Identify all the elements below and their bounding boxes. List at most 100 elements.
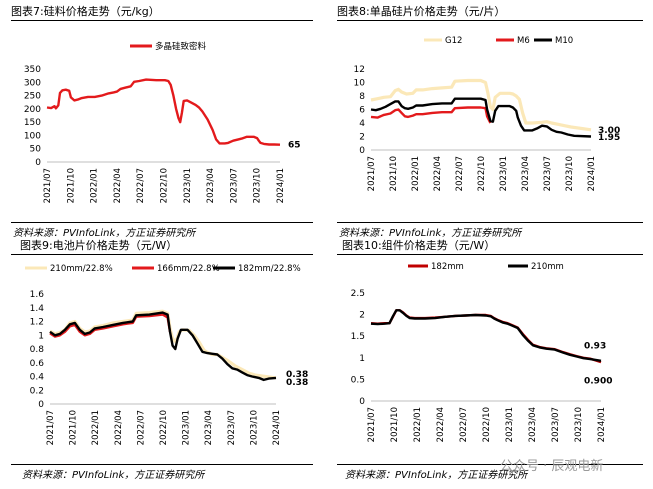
- panel-4-title: 图表10:组件价格走势（元/W）: [342, 239, 496, 252]
- x-tick-label: 2024/01: [587, 156, 597, 191]
- x-tick-label: 2023/04: [206, 168, 216, 203]
- panel-3-source: 资料来源：PVInfoLink，方正证券研究所: [22, 470, 205, 481]
- x-tick-label: 2021/10: [389, 156, 399, 191]
- x-tick-label: 2024/01: [272, 410, 282, 445]
- y-tick-label: 0: [35, 158, 41, 168]
- end-value-label: 65: [288, 141, 301, 151]
- x-tick-label: 2022/01: [91, 410, 101, 445]
- y-tick-label: 10: [354, 79, 366, 89]
- panel-2-source-rule: [337, 222, 643, 223]
- y-tick-label: 1: [38, 331, 44, 341]
- y-tick-label: 0.5: [351, 375, 365, 385]
- x-tick-label: 2021/07: [43, 168, 53, 203]
- y-tick-label: 0.2: [30, 386, 44, 396]
- panel-2-title: 图表8:单晶硅片价格走势（元/片）: [337, 5, 506, 18]
- x-tick-label: 2023/07: [543, 156, 553, 191]
- x-tick-label: 2022/01: [413, 407, 423, 442]
- y-tick-label: 0.8: [30, 345, 45, 355]
- x-tick-label: 2022/10: [482, 407, 492, 442]
- x-tick-label: 2022/04: [113, 168, 123, 203]
- legend-label: G12: [445, 36, 462, 46]
- x-tick-label: 2023/01: [182, 410, 192, 445]
- panel-1-title-rule: [11, 20, 313, 21]
- legend-label: M10: [555, 36, 573, 46]
- series-line-210mm228: [49, 309, 277, 380]
- panel-3-title: 图表9:电池片价格走势（元/W）: [20, 239, 178, 252]
- x-tick-label: 2023/10: [249, 410, 259, 445]
- x-tick-label: 2022/10: [477, 156, 487, 191]
- series-line-g12: [370, 78, 592, 132]
- y-tick-label: 50: [30, 145, 42, 155]
- x-tick-label: 2023/07: [229, 168, 239, 203]
- end-value-label: 0.900: [584, 376, 612, 386]
- x-tick-label: 2023/01: [183, 168, 193, 203]
- panel-1-title: 图表7:硅料价格走势（元/kg）: [11, 5, 160, 18]
- chart-module-price: 0 0.5 1 1.5 2 2.5 2021/07 2021/10 2022/01 2022/04…: [351, 262, 613, 442]
- chart-polysilicon-price: 0 50 100 150 200 250 300 350 2021/07 2021/10 2022/…: [24, 41, 301, 203]
- y-tick-label: 1.6: [30, 290, 45, 300]
- x-tick-label: 2023/10: [565, 156, 575, 191]
- y-tick-label: 1.5: [351, 332, 365, 342]
- legend-label: 182mm: [431, 262, 464, 272]
- y-tick-label: 1.2: [30, 318, 44, 328]
- y-tick-label: 150: [24, 118, 41, 128]
- end-value-label: 0.93: [584, 342, 606, 352]
- x-tick-label: 2021/10: [66, 168, 76, 203]
- x-tick-label: 2023/04: [521, 156, 531, 191]
- x-tick-label: 2022/01: [90, 168, 100, 203]
- panel-1-source-rule: [11, 222, 313, 223]
- legend-label: M6: [517, 36, 530, 46]
- y-tick-label: 2: [359, 133, 365, 143]
- x-tick-label: 2021/07: [367, 156, 377, 191]
- y-tick-label: 100: [24, 131, 41, 141]
- panel-4-source: 资料来源：PVInfoLink，方正证券研究所: [345, 470, 528, 481]
- y-tick-label: 0.6: [30, 359, 45, 369]
- x-tick-label: 2023/07: [227, 410, 237, 445]
- y-tick-label: 8: [359, 92, 365, 102]
- x-tick-label: 2022/07: [136, 410, 146, 445]
- y-tick-label: 250: [24, 92, 41, 102]
- y-tick-label: 300: [24, 78, 41, 88]
- x-tick-label: 2024/01: [597, 407, 607, 442]
- panel-2-source: 资料来源：PVInfoLink，方正证券研究所: [339, 228, 522, 239]
- x-tick-label: 2021/10: [69, 410, 79, 445]
- chart-wafer-price: 0 2 4 6 8 10 12 2021/07 2021/10 2022/01 2022/04 202…: [354, 36, 621, 191]
- x-tick-label: 2022/01: [411, 156, 421, 191]
- legend-label: 210mm/22.8%: [50, 264, 113, 274]
- legend-label: 166mm/22.8%: [157, 264, 220, 274]
- x-tick-label: 2022/04: [436, 407, 446, 442]
- series-line-m6: [370, 106, 492, 124]
- y-tick-label: 350: [24, 65, 41, 75]
- y-tick-label: 2.5: [351, 289, 365, 299]
- y-tick-label: 6: [359, 106, 365, 116]
- y-tick-label: 2: [359, 311, 365, 321]
- y-tick-label: 0: [38, 400, 44, 410]
- end-value-label: 1.95: [598, 133, 620, 143]
- x-tick-label: 2022/10: [159, 410, 169, 445]
- panel-3-source-rule: [11, 464, 313, 465]
- panel-2-title-rule: [337, 20, 643, 21]
- end-value-label: 0.38: [286, 370, 308, 380]
- panel-1-source: 资料来源：PVInfoLink，方正证券研究所: [13, 228, 196, 239]
- x-tick-label: 2023/10: [253, 168, 263, 203]
- x-tick-label: 2022/07: [459, 407, 469, 442]
- y-tick-label: 0: [359, 397, 365, 407]
- x-tick-label: 2021/07: [367, 407, 377, 442]
- x-tick-label: 2023/01: [499, 156, 509, 191]
- x-tick-label: 2022/07: [136, 168, 146, 203]
- series-line-: [46, 78, 281, 146]
- x-tick-label: 2022/04: [114, 410, 124, 445]
- x-tick-label: 2023/10: [574, 407, 584, 442]
- x-tick-label: 2021/07: [46, 410, 56, 445]
- chart-cell-price: 0 0.2 0.4 0.6 0.8 1 1.2 1.4 1.6 2021/07 2021/10 202…: [25, 264, 308, 445]
- series-line-m10: [370, 97, 592, 138]
- legend-label: 182mm/22.8%: [238, 264, 301, 274]
- x-tick-label: 2023/01: [505, 407, 515, 442]
- y-tick-label: 4: [359, 119, 365, 129]
- x-tick-label: 2023/04: [528, 407, 538, 442]
- x-tick-label: 2023/07: [551, 407, 561, 442]
- x-tick-label: 2023/04: [204, 410, 214, 445]
- y-tick-label: 0: [359, 146, 365, 156]
- panel-3-title-rule: [11, 254, 313, 255]
- y-tick-label: 12: [354, 65, 365, 75]
